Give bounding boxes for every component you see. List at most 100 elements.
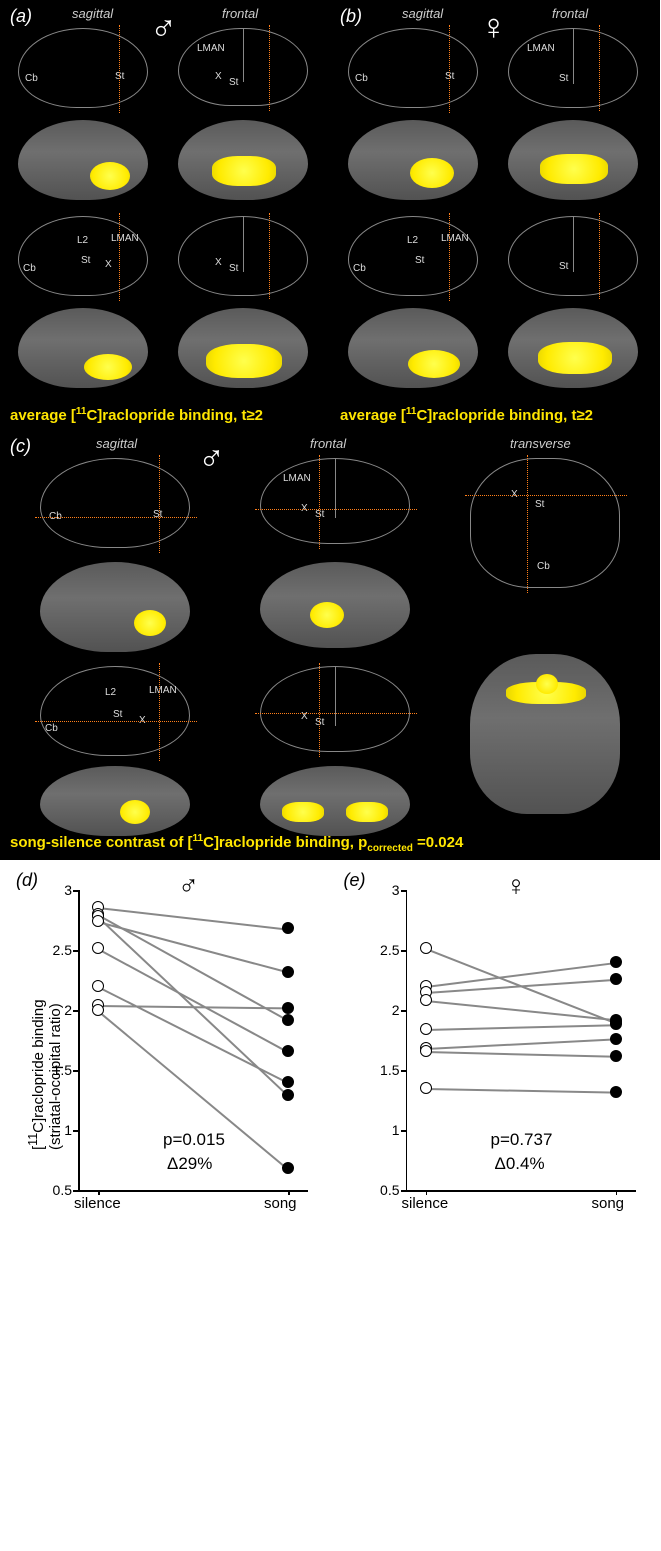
anat-st: St bbox=[415, 255, 424, 266]
dotted-line bbox=[269, 213, 270, 299]
brain-slice bbox=[348, 308, 478, 388]
data-point-song bbox=[610, 1018, 622, 1030]
caption-mid: C]raclopride binding, p bbox=[203, 834, 367, 851]
dotted-line bbox=[119, 213, 120, 301]
activation-blob bbox=[310, 602, 344, 628]
y-tick-label: 3 bbox=[38, 882, 72, 898]
chart-e-label: (e) bbox=[344, 870, 366, 891]
brain-slice bbox=[260, 766, 410, 836]
anat-cb: Cb bbox=[25, 73, 38, 84]
y-tick bbox=[73, 950, 78, 952]
y-tick-label: 2 bbox=[38, 1002, 72, 1018]
brain-schematic: St bbox=[508, 216, 638, 296]
x-tick-label: silence bbox=[402, 1195, 449, 1212]
anat-st4: St bbox=[229, 263, 238, 274]
female-symbol-icon: ♀ bbox=[480, 6, 507, 48]
brain-schematic-transverse: X St Cb bbox=[470, 458, 620, 588]
panels-ab-row: (a) sagittal frontal ♂ Cb St LMAN X St bbox=[0, 0, 661, 430]
brain-schematic-sagittal: Cb St bbox=[18, 28, 148, 108]
activation-blob bbox=[282, 802, 324, 822]
brain-slice bbox=[508, 308, 638, 388]
pair-connector bbox=[425, 1051, 615, 1057]
dotted-line bbox=[159, 455, 160, 553]
p-value-text: p=0.015 bbox=[163, 1130, 225, 1150]
anat-st: St bbox=[153, 509, 162, 520]
panel-c-caption: song-silence contrast of [11C]raclopride… bbox=[10, 833, 463, 854]
activation-blob bbox=[408, 350, 460, 378]
brain-schematic: Cb St bbox=[348, 28, 478, 108]
dotted-line bbox=[449, 25, 450, 113]
brain-slice bbox=[508, 120, 638, 200]
y-tick bbox=[401, 1130, 406, 1132]
anat-x2: X bbox=[105, 259, 112, 270]
anat-lman: LMAN bbox=[149, 685, 177, 696]
data-point-song bbox=[282, 922, 294, 934]
caption-pre: average [ bbox=[340, 407, 406, 424]
activation-blob bbox=[120, 800, 150, 824]
pair-connector bbox=[425, 1024, 615, 1030]
brain-schematic: Cb St bbox=[40, 458, 190, 548]
fissure-line bbox=[243, 29, 244, 82]
panel-b: (b) sagittal frontal ♀ Cb St LMAN St bbox=[330, 0, 660, 430]
anat-st2: St bbox=[229, 77, 238, 88]
dotted-line bbox=[599, 25, 600, 111]
fissure-line bbox=[573, 217, 574, 272]
anat-cb: Cb bbox=[45, 723, 58, 734]
anat-lman: LMAN bbox=[283, 473, 311, 484]
chart-e: (e) ♀ 0.511.522.53silencesongp=0.737Δ0.4… bbox=[336, 870, 654, 1230]
dotted-line bbox=[35, 721, 197, 722]
y-tick bbox=[73, 1190, 78, 1192]
data-point-song bbox=[282, 966, 294, 978]
data-point-song bbox=[282, 1076, 294, 1088]
panel-b-caption: average [11C]raclopride binding, t≥2 bbox=[340, 406, 593, 424]
dotted-line bbox=[255, 713, 417, 714]
panel-a-label: (a) bbox=[10, 6, 32, 27]
brain-slice bbox=[348, 120, 478, 200]
anat-st3: St bbox=[81, 255, 90, 266]
fissure-line bbox=[573, 29, 574, 84]
dotted-line bbox=[269, 25, 270, 111]
caption-pre: average [ bbox=[10, 407, 76, 424]
activation-blob bbox=[346, 802, 388, 822]
male-symbol-icon: ♂ bbox=[178, 870, 199, 902]
anat-lman: LMAN bbox=[441, 233, 469, 244]
data-point-song bbox=[282, 1045, 294, 1057]
brain-schematic: X St bbox=[260, 666, 410, 752]
y-tick bbox=[401, 1190, 406, 1192]
brain-slice bbox=[40, 562, 190, 652]
brain-slice bbox=[260, 562, 410, 648]
data-point-silence bbox=[92, 980, 104, 992]
y-tick bbox=[401, 1010, 406, 1012]
y-tick-label: 1.5 bbox=[38, 1062, 72, 1078]
brain-slice-transverse bbox=[470, 654, 620, 814]
caption-sup: 11 bbox=[76, 406, 87, 417]
fissure-line bbox=[335, 667, 336, 726]
x-tick-label: song bbox=[264, 1195, 297, 1212]
pair-connector bbox=[425, 979, 615, 994]
panel-c: (c) sagittal frontal transverse ♂ Cb St … bbox=[0, 430, 660, 860]
dotted-line bbox=[319, 663, 320, 757]
brain-schematic: LMAN St bbox=[508, 28, 638, 108]
anat-l2: L2 bbox=[105, 687, 116, 698]
brain-schematic-frontal: LMAN X St bbox=[178, 28, 308, 106]
panel-b-label: (b) bbox=[340, 6, 362, 27]
anat-st: St bbox=[559, 73, 568, 84]
female-symbol-icon: ♀ bbox=[506, 870, 527, 902]
view-label-frontal: frontal bbox=[222, 6, 258, 21]
view-label-frontal: frontal bbox=[552, 6, 588, 21]
charts-row: (d) ♂ [11C]raclopride binding (striatal-… bbox=[0, 860, 661, 1240]
chart-d-label: (d) bbox=[16, 870, 38, 891]
y-tick bbox=[73, 1010, 78, 1012]
data-point-song bbox=[610, 1086, 622, 1098]
data-point-silence bbox=[420, 942, 432, 954]
dotted-line bbox=[449, 213, 450, 301]
data-point-song bbox=[282, 1002, 294, 1014]
dotted-line bbox=[255, 509, 417, 510]
activation-blob bbox=[540, 154, 608, 184]
panel-c-label: (c) bbox=[10, 436, 31, 457]
anat-x3: X bbox=[215, 257, 222, 268]
data-point-song bbox=[610, 1033, 622, 1045]
anat-x: X bbox=[215, 71, 222, 82]
y-tick bbox=[73, 890, 78, 892]
anat-st: St bbox=[113, 709, 122, 720]
